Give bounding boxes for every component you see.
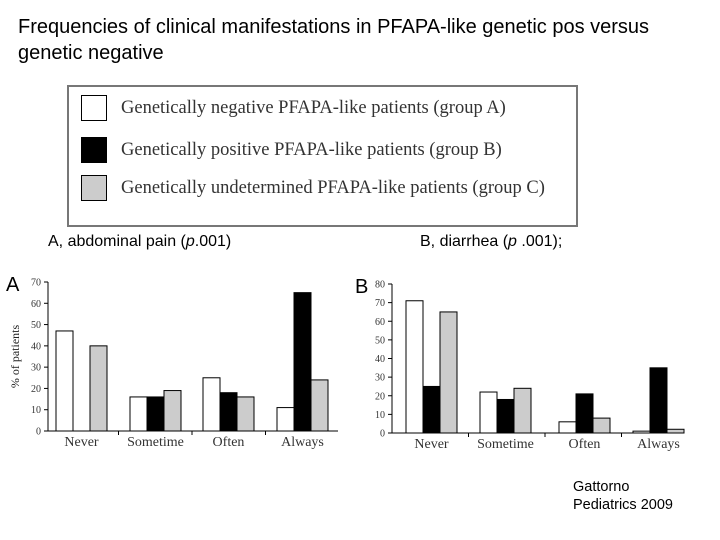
bar <box>146 396 165 432</box>
panel-b-subtitle: B, diarrhea (p .001); <box>420 232 562 252</box>
legend-swatch-group-a <box>81 95 107 121</box>
panel-a-subtitle-prefix: A, abdominal pain ( <box>48 233 186 250</box>
bar <box>55 330 74 432</box>
legend-label-group-c: Genetically undetermined PFAPA-like pati… <box>121 178 545 198</box>
bar <box>202 377 221 432</box>
bar <box>649 367 668 434</box>
y-tick-label: 10 <box>375 410 385 421</box>
citation-journal: Pediatrics 2009 <box>573 497 673 513</box>
chart-diarrhea: 0 10 20 30 40 50 60 70 80 Never Sometime Often Alway… <box>375 280 685 452</box>
plot-area: 0 10 20 30 40 50 60 70 80 Never Sometime Often Alway… <box>375 280 685 452</box>
y-tick-label: 0 <box>380 429 385 440</box>
panel-b-subtitle-p: p <box>508 233 517 250</box>
y-tick-label: 50 <box>31 320 41 331</box>
legend-swatch-group-b <box>81 137 107 163</box>
bar <box>479 391 498 434</box>
y-tick-label: 10 <box>31 405 41 416</box>
page-title: Frequencies of clinical manifestations i… <box>18 16 650 64</box>
y-tick-label: 40 <box>31 341 41 352</box>
bar <box>575 393 594 434</box>
y-tick-label: 60 <box>375 317 385 328</box>
panel-b-letter: B <box>355 276 369 298</box>
legend-label-group-b: Genetically positive PFAPA-like patients… <box>121 140 502 160</box>
y-tick-label: 20 <box>375 391 385 402</box>
bar <box>129 396 148 432</box>
y-tick-label: 80 <box>375 280 385 291</box>
y-tick-label: 60 <box>31 299 41 310</box>
panel-a-subtitle-p: p <box>185 233 195 250</box>
chart-abdominal-pain: 0 10 20 30 40 50 60 70 % of patients Never Sometim… <box>8 278 338 450</box>
y-tick-label: 70 <box>375 298 385 309</box>
y-tick-label: 0 <box>36 427 41 438</box>
panel-b-subtitle-prefix: B, diarrhea ( <box>420 233 509 250</box>
x-tick-label: Never <box>414 437 449 452</box>
x-tick-label: Sometime <box>477 437 534 452</box>
legend-swatch-group-c <box>81 175 107 201</box>
bar <box>236 396 255 432</box>
chart-legend: Genetically negative PFAPA-like patients… <box>67 85 578 227</box>
x-tick-label: Often <box>569 437 601 452</box>
x-tick-label: Often <box>213 435 245 450</box>
bar <box>163 390 182 432</box>
bar <box>439 311 458 434</box>
bar <box>310 379 329 432</box>
y-tick-label: 50 <box>375 335 385 346</box>
y-tick-label: 70 <box>31 278 41 289</box>
x-tick-label: Sometime <box>127 435 184 450</box>
bar <box>558 421 577 434</box>
y-axis-label: % of patients <box>8 325 22 389</box>
bar <box>422 385 441 434</box>
bar <box>632 430 651 434</box>
x-tick-label: Always <box>637 437 680 452</box>
panel-a-subtitle-suffix: .001) <box>194 233 232 250</box>
x-tick-label: Always <box>281 435 324 450</box>
y-tick-label: 20 <box>31 384 41 395</box>
bar <box>592 417 611 434</box>
bar <box>405 300 424 434</box>
panel-a-subtitle: A, abdominal pain (p.001) <box>48 232 231 252</box>
citation-author: Gattorno <box>573 479 630 495</box>
bar <box>276 407 295 432</box>
citation: Gattorno Pediatrics 2009 <box>573 478 673 514</box>
bar <box>293 292 312 432</box>
bar <box>666 428 685 434</box>
plot-area: 0 10 20 30 40 50 60 70 % of patients Never Sometim… <box>8 278 338 450</box>
panel-a-letter: A <box>6 274 20 296</box>
legend-label-group-a: Genetically negative PFAPA-like patients… <box>121 98 506 118</box>
y-tick-label: 30 <box>31 363 41 374</box>
panel-b-subtitle-suffix: .001); <box>516 233 563 250</box>
bar <box>513 387 532 434</box>
y-tick-label: 40 <box>375 354 385 365</box>
x-tick-label: Never <box>64 435 99 450</box>
y-tick-label: 30 <box>375 373 385 384</box>
bar <box>219 392 238 432</box>
bar <box>496 398 515 434</box>
bar <box>89 345 108 432</box>
